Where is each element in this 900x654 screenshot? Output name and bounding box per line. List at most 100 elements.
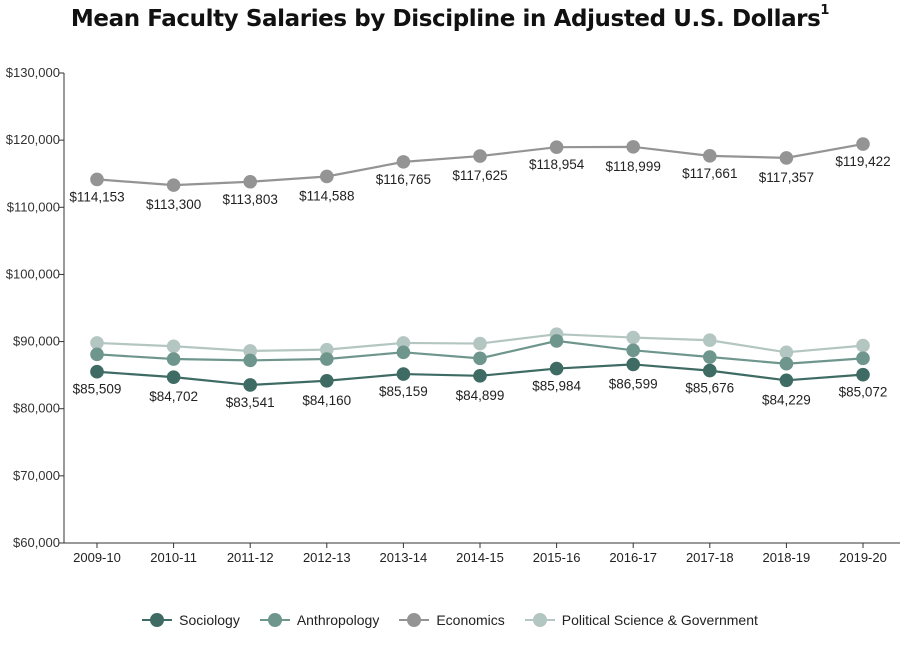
legend-item: Political Science & Government [524,612,758,628]
x-tick-label: 2011-12 [227,550,274,565]
data-label: $85,676 [685,381,734,396]
data-label: $117,357 [759,170,814,185]
data-label: $85,159 [379,384,428,399]
legend-swatch [524,613,555,627]
y-tick-label: $130,000 [6,65,60,80]
data-label: $117,625 [452,168,507,183]
x-tick-label: 2009-10 [73,550,121,565]
data-point [779,151,794,165]
legend-label: Anthropology [296,612,380,628]
data-point [166,339,181,354]
x-tick-label: 2018-19 [763,550,811,565]
data-point [90,336,104,350]
legend-swatch [259,613,290,627]
data-point [473,351,487,366]
x-tick-label: 2012-13 [303,550,351,565]
data-point [320,352,334,366]
data-point [626,330,640,345]
data-point [473,149,487,163]
data-label: $117,661 [682,166,737,181]
data-point [703,363,717,378]
data-label: $84,899 [456,388,505,403]
y-tick-label: $80,000 [13,401,60,416]
chart-axes: $60,000 $70,000 $80,000 $90,000 $100,000 $110… [6,65,900,565]
x-tick-label: 2013-14 [380,550,428,565]
data-point [396,345,411,360]
x-tick-label: 2019-20 [839,550,887,565]
data-label: $119,422 [835,154,890,169]
legend-label: Political Science & Government [561,612,758,628]
data-point [243,344,257,358]
data-point [90,347,104,362]
legend-item: Sociology [142,612,240,628]
data-label: $118,954 [529,157,585,172]
data-point [473,336,487,351]
y-tick-label: $90,000 [13,334,60,349]
data-label: $85,509 [73,382,122,397]
legend-label: Sociology [179,612,240,628]
data-point [243,174,257,189]
data-point [856,137,870,151]
data-point [473,369,487,383]
data-point [396,155,411,169]
data-point [779,373,794,388]
x-tick-label: 2015-16 [533,550,581,565]
x-tick-label: 2010-11 [150,550,197,565]
y-tick-label: $100,000 [6,266,60,281]
data-label: $114,588 [299,188,354,203]
data-point [90,172,104,187]
data-label: $86,599 [609,376,658,391]
data-label: $116,765 [376,172,431,187]
y-tick-label: $60,000 [13,535,60,550]
series-points [90,137,870,392]
data-point [703,149,717,163]
data-point [549,361,564,376]
data-point [243,378,257,392]
data-point [396,367,411,381]
data-point [856,351,870,366]
data-point [779,356,794,371]
data-point [320,342,334,357]
y-tick-label: $120,000 [6,132,60,147]
data-point [166,370,181,384]
legend-item: Anthropology [259,612,380,628]
data-label: $118,999 [606,159,661,174]
data-label: $114,153 [69,189,124,204]
data-label: $113,300 [146,197,201,212]
data-label: $84,229 [762,392,811,407]
legend-swatch [399,613,430,627]
data-point [626,140,640,154]
data-label: $84,702 [149,389,198,404]
data-point [396,336,411,350]
data-point [856,367,870,382]
data-label: $83,541 [226,395,275,410]
data-label: $113,803 [223,192,278,207]
y-tick-label: $110,000 [7,199,60,214]
x-tick-label: 2016-17 [609,550,657,565]
legend-item: Economics [399,612,505,628]
chart-legend: Sociology Anthropology Economics Political … [0,612,900,628]
data-point [549,140,564,154]
data-point [166,178,181,192]
x-tick-label: 2014-15 [456,550,504,565]
data-label: $85,984 [532,379,581,394]
x-tick-label: 2017-18 [686,550,734,565]
legend-swatch [142,613,173,627]
data-point [779,345,794,360]
data-point [90,364,104,379]
chart-title: Mean Faculty Salaries by Discipline in A… [0,3,900,32]
legend-label: Economics [436,612,505,628]
y-tick-label: $70,000 [13,468,60,483]
data-label: $85,072 [839,385,888,400]
data-point [320,169,334,184]
data-point [703,350,717,364]
chart-title-text: Mean Faculty Salaries by Discipline in A… [70,6,821,32]
data-point [243,353,257,368]
data-label: $84,160 [302,393,351,408]
data-point [626,343,640,358]
data-point [320,373,334,388]
data-point [166,352,181,366]
title-footnote-marker: 1 [820,3,830,19]
data-point [549,334,564,348]
